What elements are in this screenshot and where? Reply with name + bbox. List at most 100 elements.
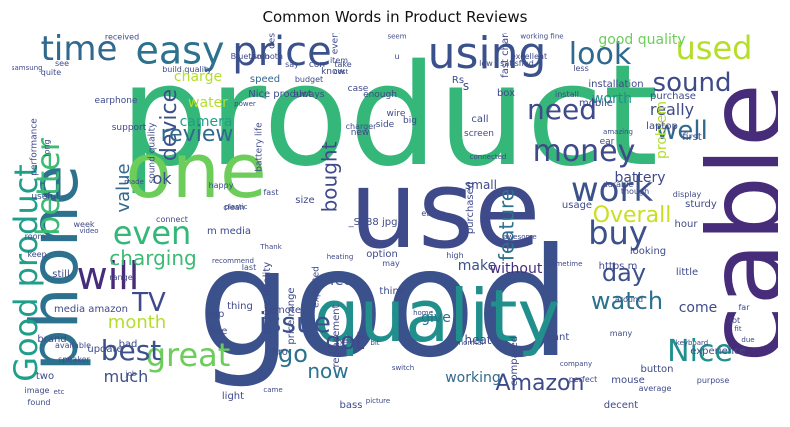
word-give: give (421, 310, 451, 326)
word-review: review (161, 122, 234, 147)
word-fast-charging: fast charging (500, 33, 511, 78)
word-nice: Nice (667, 334, 733, 369)
word-money: money (533, 134, 636, 169)
word-know: know (321, 67, 345, 77)
word-fast: fast (263, 188, 278, 197)
word-battery-life: battery life (255, 122, 265, 172)
word-everything: everything (331, 33, 341, 54)
word-rs: Rs (452, 75, 464, 86)
word-received: received (105, 33, 139, 41)
word-sound: sound (653, 68, 732, 98)
word-replacement: replacement (331, 304, 342, 367)
word-seem: seem (387, 33, 406, 41)
word-long: long (43, 139, 52, 156)
word-buy: buy (588, 214, 648, 252)
word-keep: keep (27, 250, 46, 259)
word-purchase: purchase (650, 91, 696, 102)
word-fine: fine (209, 326, 228, 337)
word-still: still (52, 269, 69, 280)
word-happy: happy (209, 181, 234, 190)
word-good: good (197, 217, 571, 391)
word-day: day (602, 259, 646, 287)
word-around: around (615, 295, 643, 304)
word-go: go (278, 340, 308, 368)
word-cost: cost (334, 68, 349, 76)
word-video: video (79, 227, 98, 235)
word-clean: clean (223, 203, 245, 212)
word-last: last (242, 263, 256, 272)
word-quite: quite (41, 68, 62, 77)
word-purchased: purchased (465, 182, 476, 234)
word-come: come (679, 300, 718, 316)
word-worth: worth (592, 91, 632, 107)
word-installation: installation (588, 79, 643, 90)
word-heating: heating (327, 253, 354, 261)
word-company: company (560, 360, 592, 368)
word-update: update (87, 344, 122, 355)
word-due: due (741, 336, 754, 344)
word-look: look (569, 37, 632, 72)
word-case: case (348, 84, 369, 94)
word-two: two (36, 371, 54, 382)
word-smooth: smooth (253, 52, 283, 61)
word-charger: charger (346, 122, 378, 131)
word-amazon: Amazon (496, 371, 585, 396)
word-looking: looking (630, 246, 666, 257)
word-thing: thing (227, 301, 253, 312)
word-amazing: amazing (603, 128, 633, 136)
word-good-quality: good quality (598, 33, 685, 48)
word-job: job (125, 370, 137, 378)
word-useful: useful (31, 192, 58, 202)
word-sy88-jpg: _SY88 jpg (348, 217, 398, 228)
word-even: even (113, 214, 192, 252)
word-use: use (349, 148, 540, 273)
word-thank: Thank (259, 243, 282, 251)
word-may: may (382, 259, 400, 268)
word-normal: normal (459, 339, 484, 347)
word-one: one (125, 126, 266, 215)
word-sometime: sometime (548, 260, 583, 268)
word-button: button (641, 364, 674, 375)
word-tv: TV (131, 288, 166, 318)
word-month: month (108, 312, 166, 333)
word-https-m: https m (599, 261, 638, 272)
word-display: display (673, 190, 702, 199)
word-experience: experience (690, 346, 745, 357)
word-room: room (25, 232, 46, 241)
word-decent: decent (604, 400, 638, 411)
word-image: image (25, 386, 50, 395)
word-awesome: awesome (503, 233, 536, 241)
word-enough: enough (363, 90, 397, 100)
word-time: time (41, 33, 118, 69)
word-plastic: plastic (225, 203, 248, 211)
word-media-amazon: media amazon (54, 304, 128, 315)
word-always: always (294, 90, 325, 100)
word-first: first (682, 132, 702, 143)
word-excellent: excellent (511, 52, 547, 61)
word-con: con (309, 60, 325, 70)
word-bought: bought (318, 141, 342, 212)
word-high: high (446, 251, 463, 260)
word-low: low (479, 59, 493, 68)
word-well: well (656, 116, 708, 146)
word-say: say (285, 60, 299, 69)
word-install: install (555, 90, 579, 99)
word-earphone: earphone (95, 96, 138, 106)
word-connected: connected (470, 153, 507, 161)
word-found: found (28, 398, 51, 407)
word-satisfied: satisfied (500, 59, 534, 68)
word-far: far (738, 303, 750, 312)
word-many: many (610, 329, 633, 338)
word-ok: ok (152, 169, 172, 188)
word-screen: screen (464, 129, 494, 139)
word-big: big (403, 116, 417, 126)
word-performance: performance (30, 118, 40, 176)
word-want: want (545, 332, 570, 343)
word-expected: expected (312, 266, 322, 308)
word-though: though (621, 187, 649, 196)
word-item: item (330, 56, 348, 65)
word-year: year (339, 337, 355, 345)
word-problem: problem (654, 101, 670, 159)
word-week: week (73, 220, 94, 229)
word-made: made (124, 178, 144, 186)
